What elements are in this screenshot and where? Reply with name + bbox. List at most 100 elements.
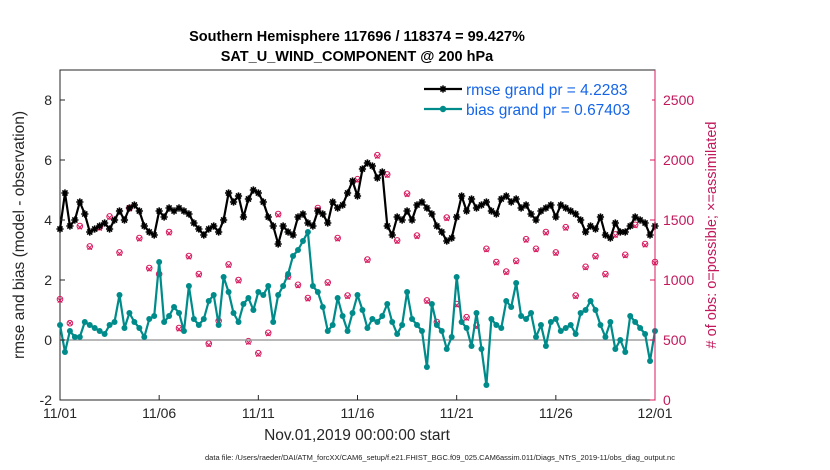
x-tick-label: 11/01 [43, 405, 77, 421]
bias-point [418, 328, 425, 334]
rmse-point [532, 216, 540, 224]
obs-possible-marker [403, 190, 411, 197]
bias-point [423, 364, 430, 370]
rmse-point [606, 234, 614, 242]
bias-point [136, 325, 143, 331]
obs-assimilated-marker [612, 233, 618, 239]
rmse-point [601, 231, 610, 239]
bias-point [597, 322, 604, 328]
obs-possible-marker [175, 324, 183, 332]
rmse-point [244, 195, 253, 203]
obs-assimilated-marker [206, 342, 212, 348]
bias-point [637, 325, 644, 331]
obs-assimilated-marker [87, 245, 93, 251]
rmse-point [542, 204, 550, 212]
bias-point [617, 337, 624, 343]
bias-point [299, 238, 306, 244]
bias-point [384, 301, 391, 307]
rmse-point [195, 225, 203, 233]
bias-point [86, 322, 93, 328]
rmse-point [413, 201, 421, 209]
bias-point [414, 322, 420, 328]
rmse-point [279, 222, 287, 230]
bias-point [463, 325, 470, 331]
bias-point [71, 334, 78, 340]
bias-point [394, 331, 401, 337]
rmse-point [175, 204, 183, 212]
bias-point [344, 328, 351, 334]
rmse-point [180, 207, 188, 215]
obs-assimilated-marker [364, 258, 370, 264]
rmse-point [145, 228, 153, 236]
bias-point [171, 304, 178, 310]
obs-assimilated-marker [235, 278, 242, 284]
rmse-point [467, 195, 476, 203]
rmse-point [66, 222, 74, 230]
rmse-point [433, 222, 441, 230]
rmse-point [110, 216, 119, 224]
bias-point [488, 316, 495, 322]
y-axis-label: rmse and bias (model - observation) [11, 111, 28, 359]
bias-point [557, 328, 564, 334]
bias-point [453, 274, 460, 280]
rmse-point [378, 168, 386, 176]
obs-assimilated-marker [196, 272, 202, 278]
bias-point [190, 316, 197, 322]
bias-point [285, 271, 292, 277]
rmse-point [234, 192, 243, 200]
rmse-point [220, 216, 228, 224]
obs-assimilated-marker [642, 242, 648, 248]
rmse-point [423, 204, 431, 212]
obs-assimilated-marker [483, 247, 489, 253]
bias-point [513, 280, 520, 286]
y-right-tick-label: 1500 [663, 212, 694, 228]
rmse-point [577, 216, 585, 224]
x-tick-label: 11/26 [539, 405, 573, 421]
rmse-point [443, 237, 451, 245]
series-layer [56, 159, 659, 388]
bias-point [359, 307, 366, 313]
axes-layer: 11/01 11/06 11/11 11/16 11/21 11/26 12/01 -2 0 2 4… [40, 70, 694, 421]
obs-possible-marker [542, 228, 550, 236]
rmse-point [517, 204, 525, 212]
bias-point [498, 325, 505, 331]
obs-possible-marker [304, 294, 312, 302]
bias-point [547, 319, 554, 325]
obs-assimilated-marker [523, 237, 529, 243]
bias-point [537, 322, 544, 328]
rmse-point [165, 204, 173, 212]
bias-point [260, 292, 267, 298]
obs-assimilated-marker [57, 297, 63, 303]
bias-point [528, 310, 535, 316]
rmse-point [636, 216, 644, 224]
bias-point [448, 334, 455, 340]
obs-possible-marker [413, 232, 421, 239]
rmse-point [61, 189, 69, 197]
rmse-point [348, 177, 357, 185]
rmse-point [646, 231, 654, 239]
bias-point [250, 307, 257, 313]
rmse-point [115, 207, 124, 215]
bias-point [379, 313, 386, 319]
obs-possible-marker [493, 258, 500, 266]
obs-possible-marker [56, 295, 64, 303]
bias-point [458, 319, 465, 325]
rmse-point [567, 207, 575, 215]
bias-point [275, 292, 282, 298]
rmse-point [71, 216, 79, 224]
rmse-point [408, 216, 416, 224]
bias-point [607, 319, 614, 325]
obs-possible-marker [463, 313, 470, 321]
rmse-point [274, 240, 282, 248]
bias-point [200, 316, 207, 322]
rmse-point [448, 234, 456, 242]
obs-possible-marker [324, 279, 332, 286]
obs-possible-marker [393, 237, 401, 244]
bias-point [364, 325, 371, 331]
bias-point [96, 328, 103, 334]
bias-point [428, 301, 435, 307]
bias-point [508, 304, 515, 310]
rmse-point [205, 225, 213, 233]
rmse-point [621, 228, 629, 236]
rmse-point [363, 159, 372, 167]
